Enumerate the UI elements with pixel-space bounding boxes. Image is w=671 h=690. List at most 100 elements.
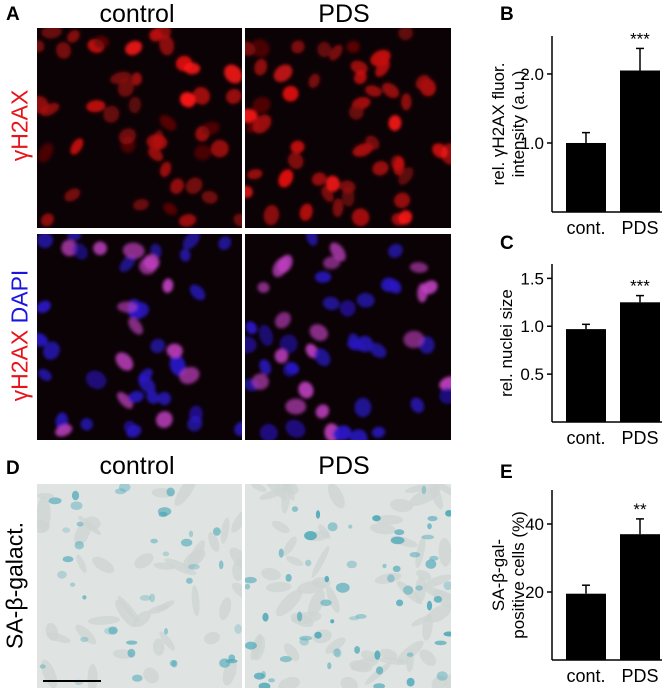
- cell-outline: [370, 523, 396, 535]
- stained-cell: [261, 671, 266, 679]
- cell-nucleus: [254, 58, 268, 76]
- cell-nucleus: [118, 128, 137, 145]
- cell-nucleus: [369, 342, 387, 358]
- stained-cell: [346, 560, 357, 569]
- stained-cell: [374, 650, 381, 660]
- cell-outline: [340, 676, 358, 688]
- cell-nucleus: [155, 411, 173, 428]
- cell-nucleus: [150, 338, 166, 354]
- cell-nucleus: [182, 234, 200, 250]
- cell-nucleus: [37, 95, 49, 114]
- stained-cell: [436, 671, 448, 681]
- panel-label-c: C: [500, 233, 514, 254]
- cell-nucleus: [394, 192, 411, 209]
- y-tick-label: 1.5: [520, 269, 544, 288]
- cell-outline: [229, 547, 242, 569]
- cell-nucleus: [317, 41, 332, 58]
- cell-nucleus: [349, 429, 368, 440]
- bar-pds: [620, 70, 660, 213]
- stained-cell: [245, 576, 257, 584]
- cell-nucleus: [348, 104, 364, 120]
- stained-cell: [278, 548, 284, 558]
- cell-nucleus: [210, 139, 229, 158]
- y-tick-label: 40: [525, 515, 544, 534]
- cell-nucleus: [143, 254, 160, 271]
- cell-nucleus: [150, 243, 162, 258]
- cell-nucleus: [159, 161, 172, 178]
- cell-nucleus: [314, 348, 331, 367]
- cell-nucleus: [388, 115, 402, 131]
- cell-outline: [266, 581, 292, 593]
- stained-cell: [320, 599, 332, 607]
- cell-outline: [159, 631, 175, 651]
- stained-cell: [348, 616, 360, 621]
- cell-nucleus: [162, 278, 174, 293]
- cell-nucleus: [311, 172, 327, 186]
- micrograph-pds-merge: [245, 234, 451, 440]
- cell-outline: [191, 585, 200, 617]
- cell-outline: [283, 484, 295, 501]
- cell-nucleus: [55, 41, 72, 59]
- cell-nucleus: [299, 203, 313, 221]
- cell-outline: [390, 498, 413, 513]
- stained-cell: [406, 652, 414, 657]
- stained-cell: [48, 497, 62, 505]
- cell-outline: [361, 650, 378, 662]
- cell-nucleus: [41, 28, 62, 39]
- cell-nucleus: [245, 108, 258, 124]
- micrograph-control-gamma-h2ax: [37, 28, 242, 228]
- cell-nucleus: [365, 135, 380, 150]
- stained-cell: [291, 506, 299, 512]
- stained-cell: [213, 527, 221, 536]
- stained-cell: [70, 582, 76, 587]
- cell-nucleus: [252, 114, 272, 134]
- cell-nucleus: [272, 257, 289, 278]
- cell-nucleus: [179, 366, 200, 385]
- cell-nucleus: [245, 321, 258, 334]
- cell-nucleus: [391, 213, 406, 226]
- cell-nucleus: [346, 40, 360, 53]
- stained-cell: [180, 538, 193, 547]
- cell-outline: [231, 508, 242, 533]
- cell-nucleus: [398, 28, 414, 41]
- cell-outline: [174, 484, 197, 507]
- cell-outline: [156, 600, 175, 612]
- stained-cell: [258, 682, 271, 688]
- cell-nucleus: [308, 73, 320, 89]
- cell-nucleus: [170, 178, 184, 194]
- cell-nucleus: [194, 144, 212, 161]
- stained-cell: [219, 658, 231, 668]
- stained-cell: [62, 556, 74, 563]
- cell-nucleus: [439, 376, 451, 391]
- cell-outline: [328, 484, 345, 509]
- stained-cell: [421, 485, 427, 495]
- stained-cell: [305, 559, 312, 567]
- cell-outline: [406, 650, 414, 673]
- cell-nucleus: [234, 421, 242, 437]
- x-tick-label: cont.: [566, 218, 605, 238]
- cell-nucleus: [389, 280, 402, 294]
- stained-cell: [127, 648, 136, 658]
- stained-cell: [169, 660, 177, 667]
- chart-c: 0.5 1.0 1.5 cont. *** PDS rel. nuclei size: [497, 264, 662, 448]
- cell-outline: [37, 492, 54, 500]
- cell-nucleus: [128, 317, 143, 335]
- stained-cell: [62, 527, 71, 533]
- cell-outline: [45, 622, 59, 641]
- cell-nucleus: [189, 284, 206, 301]
- cell-nucleus: [273, 64, 293, 83]
- cell-nucleus: [146, 390, 160, 404]
- row-label-dapi-part: DAPI: [6, 269, 33, 324]
- cell-nucleus: [290, 140, 305, 154]
- stained-cell: [390, 536, 405, 545]
- cell-nucleus: [339, 180, 356, 193]
- cell-outline: [416, 569, 432, 581]
- stained-cell: [376, 666, 384, 675]
- y-tick-label: 0.5: [520, 365, 544, 384]
- stained-cell: [335, 582, 350, 593]
- cell-nucleus: [263, 204, 280, 226]
- stained-cell: [354, 646, 360, 654]
- stained-cell: [76, 521, 84, 527]
- x-tick-label: PDS: [621, 666, 658, 686]
- cell-nucleus: [225, 88, 242, 105]
